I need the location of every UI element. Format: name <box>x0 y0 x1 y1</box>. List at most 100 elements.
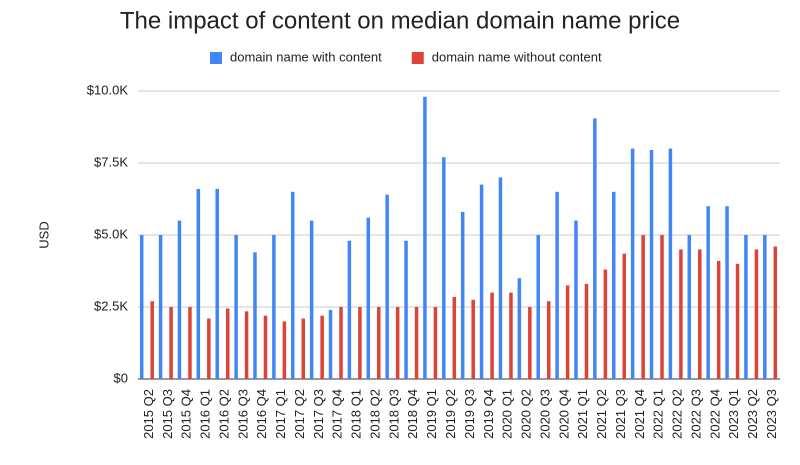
x-tick-label: 2018 Q1 <box>349 389 364 439</box>
bar <box>320 315 324 379</box>
x-tick-label: 2020 Q4 <box>556 389 571 439</box>
x-tick-label: 2019 Q3 <box>462 389 477 439</box>
bar <box>385 194 389 379</box>
bar <box>328 309 333 379</box>
bar <box>754 249 759 379</box>
bar <box>630 148 635 379</box>
x-tick-label: 2022 Q3 <box>688 389 703 439</box>
bar <box>244 311 249 379</box>
bar <box>744 235 748 379</box>
x-tick-label: 2017 Q2 <box>292 389 307 439</box>
bar <box>612 191 616 379</box>
x-tick-label: 2020 Q1 <box>500 389 515 439</box>
bar <box>423 96 427 379</box>
bar <box>282 321 287 379</box>
bar <box>404 240 408 379</box>
bar <box>509 292 513 379</box>
x-tick-label: 2021 Q4 <box>632 389 647 439</box>
bar <box>188 307 192 379</box>
y-axis-label: USD <box>36 221 51 248</box>
bar <box>169 307 173 379</box>
bar <box>150 301 154 379</box>
bar <box>687 235 692 379</box>
bar <box>498 177 503 379</box>
bar <box>649 150 654 379</box>
bar <box>377 307 381 379</box>
bar <box>706 206 710 379</box>
bar <box>263 315 268 379</box>
bar <box>339 307 343 379</box>
chart-title: The impact of content on median domain n… <box>120 7 680 34</box>
bar <box>225 308 230 379</box>
bar <box>479 184 484 379</box>
x-tick-label: 2023 Q2 <box>745 389 760 439</box>
bar <box>490 292 494 379</box>
bar <box>536 235 540 379</box>
legend-label: domain name with content <box>230 49 382 64</box>
bar <box>253 252 257 379</box>
bar <box>517 278 522 379</box>
bar <box>139 235 144 379</box>
legend-swatch <box>411 52 424 64</box>
y-tick-label: $0 <box>114 370 128 385</box>
x-tick-label: 2022 Q4 <box>707 389 722 439</box>
x-tick-label: 2017 Q4 <box>330 389 345 439</box>
x-tick-label: 2016 Q2 <box>216 389 231 439</box>
x-tick-label: 2016 Q3 <box>235 389 250 439</box>
bar <box>301 318 305 379</box>
x-tick-label: 2023 Q1 <box>726 389 741 439</box>
x-tick-label: 2021 Q2 <box>594 389 609 439</box>
bar <box>177 220 182 379</box>
bar <box>234 235 238 379</box>
bar <box>679 249 683 379</box>
bar <box>528 307 532 379</box>
bar <box>546 301 551 379</box>
y-tick-label: $5.0K <box>94 226 128 241</box>
x-tick-label: 2021 Q3 <box>613 389 628 439</box>
x-tick-label: 2019 Q1 <box>424 389 439 439</box>
x-tick-label: 2023 Q3 <box>764 389 779 439</box>
x-tick-label: 2022 Q1 <box>651 389 666 439</box>
legend-swatch <box>210 52 222 64</box>
bar <box>358 307 362 379</box>
bar <box>735 263 740 379</box>
x-tick-label: 2015 Q2 <box>141 389 156 439</box>
x-tick-label: 2019 Q2 <box>443 389 458 439</box>
bar <box>555 191 559 379</box>
x-tick-label: 2021 Q1 <box>575 389 590 439</box>
x-tick-label: 2017 Q1 <box>273 389 288 439</box>
bar <box>584 283 589 379</box>
y-tick-label: $7.5K <box>94 154 128 169</box>
bar <box>452 296 457 379</box>
bar <box>660 235 664 379</box>
bar <box>460 211 465 379</box>
bar <box>641 235 645 379</box>
x-tick-label: 2017 Q3 <box>311 389 326 439</box>
bar <box>414 307 419 379</box>
x-tick-label: 2015 Q3 <box>160 389 175 439</box>
bar <box>309 220 314 379</box>
bar <box>716 260 721 379</box>
bar <box>725 206 729 379</box>
x-tick-label: 2019 Q4 <box>481 389 496 439</box>
bar <box>207 318 211 379</box>
bar <box>196 188 201 379</box>
bar <box>395 307 400 379</box>
bar <box>773 246 778 379</box>
bar <box>668 148 673 379</box>
x-tick-label: 2022 Q2 <box>670 389 685 439</box>
y-tick-label: $2.5K <box>94 298 128 313</box>
bar <box>347 240 352 379</box>
bar <box>272 235 276 379</box>
x-tick-label: 2016 Q4 <box>254 389 269 439</box>
bar <box>622 253 626 379</box>
bar <box>763 235 767 379</box>
bar <box>442 157 446 379</box>
y-tick-label: $10.0K <box>87 82 129 97</box>
x-tick-label: 2018 Q2 <box>367 389 382 439</box>
x-tick-label: 2016 Q1 <box>198 389 213 439</box>
bar <box>574 220 578 379</box>
bar <box>158 235 163 379</box>
